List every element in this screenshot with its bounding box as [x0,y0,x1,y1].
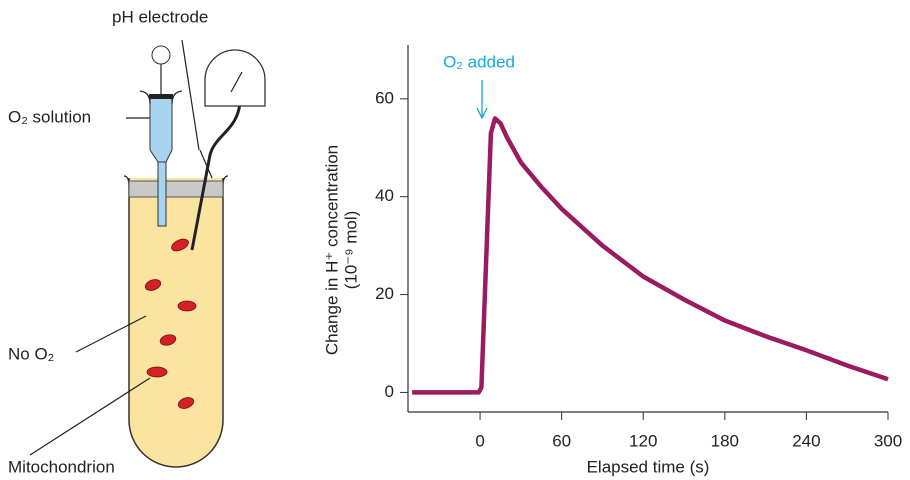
leader [29,377,151,456]
leader [75,315,147,353]
mitochondrion [144,279,162,291]
mitochondrion [146,366,168,378]
x-tick-label: 120 [629,431,657,450]
label: Mitochondrion [8,457,115,476]
label: pH electrode [112,7,208,26]
x-tick-label: 300 [874,431,902,450]
syringe [149,95,173,163]
x-tick-label: 240 [792,431,820,450]
y-tick-label: 60 [375,88,394,107]
label: O₂ solution [8,107,91,126]
label: No O₂ [8,344,54,363]
electrode-outline [181,39,213,179]
annotation: O₂ added [443,52,515,71]
x-axis-title: Elapsed time (s) [587,457,710,476]
mitochondrion [177,397,195,409]
x-tick-label: 0 [475,431,484,450]
y-tick-label: 40 [375,186,394,205]
y-tick-label: 20 [375,284,394,303]
electrode-wire [190,101,242,251]
syringe-flange [139,90,183,105]
plunger-ring [151,45,171,65]
apparatus [29,39,266,468]
tube [128,178,224,468]
ph-meter [204,49,266,107]
mitochondrion [159,334,177,346]
x-tick-label: 180 [711,431,739,450]
y-axis-title: (10⁻⁹ mol) [341,211,360,290]
stopper [128,180,224,198]
mitochondrion [171,238,189,252]
mitochondrion [177,300,197,312]
y-axis-title: Change in H⁺ concentration [322,145,341,355]
annotation-arrow [476,80,488,120]
plunger [149,94,173,99]
mitochondria [144,238,197,409]
curve [412,116,889,395]
y-tick-label: 0 [385,382,394,401]
x-tick-label: 60 [552,431,571,450]
meter-needle [230,71,243,93]
